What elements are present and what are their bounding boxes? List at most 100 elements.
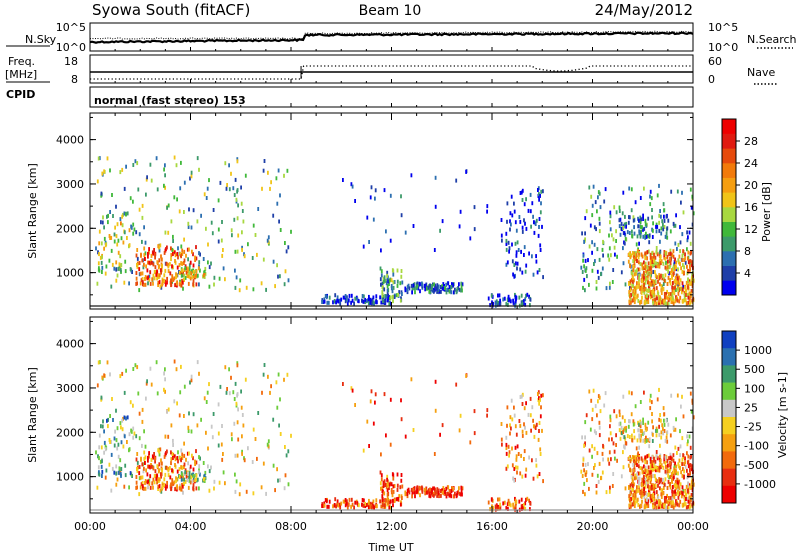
echo-cell (509, 299, 512, 304)
echo-cell (119, 472, 122, 477)
echo-cell (591, 268, 594, 273)
echo-cell (624, 282, 627, 287)
echo-cell (385, 498, 388, 503)
echo-cell (660, 291, 663, 295)
echo-cell (132, 222, 135, 227)
echo-cell (658, 463, 661, 468)
echo-cell (110, 248, 113, 253)
echo-cell (454, 287, 456, 292)
echo-cell (680, 404, 682, 409)
echo-cell (221, 220, 223, 224)
echo-cell (152, 466, 155, 471)
echo-cell (613, 245, 616, 250)
echo-cell (666, 439, 669, 444)
echo-cell (285, 453, 288, 458)
echo-cell (186, 274, 189, 278)
echo-cell (520, 394, 523, 399)
echo-cell (135, 480, 138, 485)
echo-cell (270, 384, 272, 389)
echo-cell (656, 264, 659, 269)
echo-cell (537, 188, 539, 192)
echo-cell (581, 231, 583, 236)
echo-cell (400, 473, 403, 477)
echo-cell (383, 479, 386, 484)
echo-cell (497, 504, 500, 509)
echo-cell (145, 381, 148, 386)
nave-right-tick-top: 60 (708, 55, 722, 68)
echo-cell (619, 217, 622, 222)
echo-cell (602, 457, 604, 462)
echo-cell (632, 488, 635, 493)
echo-cell (665, 470, 668, 475)
echo-cell (165, 465, 168, 470)
echo-cell (623, 241, 626, 246)
echo-cell (639, 400, 642, 404)
echo-cell (148, 451, 150, 456)
echo-cell (609, 414, 612, 419)
echo-cell (191, 274, 194, 279)
echo-cell (648, 437, 651, 442)
velocity-ytick-label: 1000 (56, 471, 84, 484)
echo-cell (431, 487, 433, 492)
echo-cell (666, 235, 669, 240)
echo-cell (460, 288, 462, 293)
echo-cell (198, 282, 200, 287)
echo-cell (692, 482, 695, 487)
echo-cell (147, 254, 149, 259)
echo-cell (663, 429, 666, 433)
echo-cell (641, 491, 643, 496)
echo-cell (339, 502, 341, 507)
echo-cell (231, 233, 233, 238)
echo-cell (372, 499, 375, 504)
echo-cell (686, 230, 688, 235)
echo-cell (662, 227, 665, 232)
echo-cell (632, 419, 635, 424)
echo-cell (669, 485, 672, 490)
echo-cell (665, 464, 667, 469)
echo-cell (640, 494, 643, 499)
echo-cell (112, 418, 114, 422)
echo-cell (105, 264, 108, 269)
echo-cell (199, 252, 201, 257)
echo-cell (633, 272, 636, 277)
echo-cell (691, 273, 693, 278)
echo-cell (500, 437, 503, 442)
echo-cell (144, 240, 147, 245)
echo-cell (630, 475, 633, 480)
echo-cell (632, 251, 634, 255)
echo-cell (615, 229, 617, 234)
echo-cell (644, 294, 647, 299)
echo-cell (672, 221, 675, 226)
echo-cell (172, 234, 174, 239)
velocity-colorbar-label-tick: 25 (744, 401, 758, 414)
echo-cell (361, 502, 363, 507)
echo-cell (584, 462, 587, 467)
echo-cell (189, 380, 191, 385)
echo-cell (181, 465, 183, 470)
echo-cell (148, 277, 151, 282)
echo-cell (527, 208, 530, 213)
echo-cell (178, 282, 181, 287)
echo-cell (542, 479, 544, 484)
echo-cell (663, 412, 666, 417)
echo-cell (151, 481, 154, 486)
echo-cell (623, 426, 626, 431)
echo-cell (622, 226, 625, 230)
echo-cell (532, 214, 534, 219)
echo-cell (627, 463, 630, 468)
echo-cell (524, 506, 527, 511)
echo-cell (107, 220, 109, 225)
echo-cell (669, 452, 672, 457)
echo-cell (591, 203, 594, 208)
echo-cell (132, 426, 135, 431)
echo-cell (101, 171, 104, 176)
power-colorbar-label-tick: 4 (744, 267, 751, 280)
echo-cell (669, 261, 672, 266)
echo-cell (658, 468, 661, 473)
echo-cell (170, 283, 172, 288)
echo-cell (490, 497, 493, 502)
echo-cell (188, 263, 191, 268)
echo-cell (200, 213, 202, 218)
echo-cell (187, 478, 190, 482)
echo-cell (98, 268, 101, 273)
